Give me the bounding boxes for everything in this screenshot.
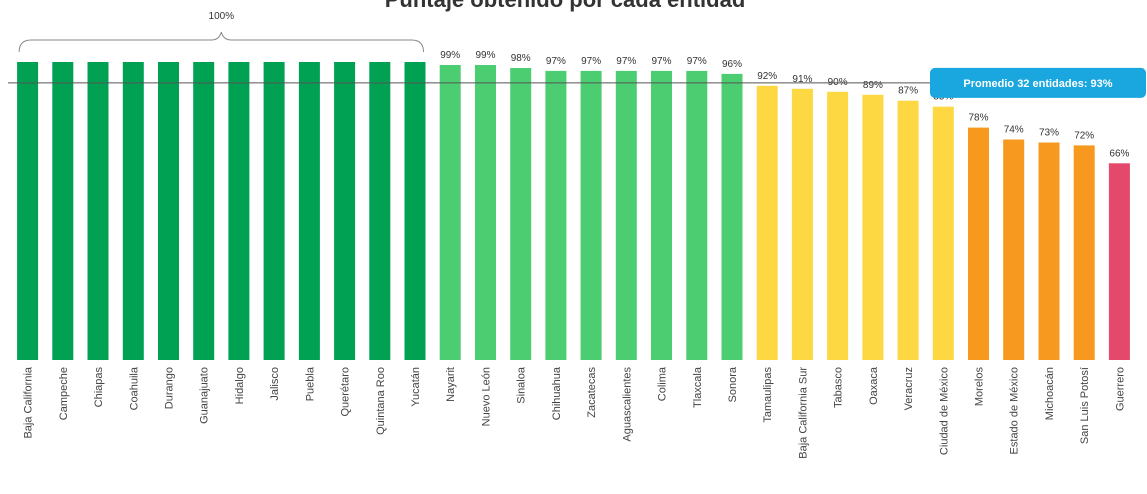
value-label: 74% bbox=[1004, 125, 1024, 136]
bar bbox=[52, 62, 74, 360]
bar bbox=[756, 85, 778, 361]
bar bbox=[298, 62, 320, 360]
category-label: Coahuila bbox=[128, 366, 140, 410]
brace-line bbox=[18, 31, 425, 53]
category-label: Jalisco bbox=[269, 367, 281, 401]
bar bbox=[475, 65, 496, 360]
bar bbox=[369, 62, 391, 360]
value-label: 97% bbox=[687, 56, 707, 67]
value-label: 92% bbox=[757, 71, 777, 82]
bar bbox=[580, 70, 602, 361]
category-label: Colima bbox=[657, 366, 669, 401]
bar bbox=[791, 88, 813, 361]
category-label: Nuevo León bbox=[481, 367, 493, 426]
bar bbox=[439, 65, 461, 360]
category-label: Guerrero bbox=[1114, 367, 1126, 411]
bar bbox=[686, 70, 708, 361]
category-label: Baja California Sur bbox=[797, 367, 809, 459]
bar bbox=[1038, 142, 1060, 360]
category-label: Tamaulipas bbox=[762, 367, 774, 423]
bar bbox=[827, 91, 849, 361]
value-label: 97% bbox=[581, 56, 601, 67]
value-label: 99% bbox=[475, 50, 495, 61]
category-label: Campeche bbox=[58, 367, 70, 420]
category-label: Guanajuato bbox=[199, 367, 211, 424]
category-labels-group: Baja California Campeche Chiapas Coahuila Du… bbox=[23, 366, 1127, 459]
category-label: Puebla bbox=[304, 366, 316, 401]
category-label: Oaxaca bbox=[868, 366, 880, 405]
category-label: Chihuahua bbox=[551, 366, 563, 420]
value-labels-group: 99% 99% 98% 97% 97% 97% 97% 97% 96% 92% 91% 90% 89% 8… bbox=[440, 50, 1129, 159]
bar bbox=[404, 62, 426, 360]
bar bbox=[158, 62, 179, 360]
bar bbox=[1108, 163, 1130, 360]
group-brace: 100% bbox=[18, 11, 425, 53]
category-label: Nayarit bbox=[445, 367, 457, 402]
category-label: Morelos bbox=[974, 367, 986, 407]
value-label: 66% bbox=[1109, 148, 1129, 159]
bar bbox=[263, 62, 285, 360]
category-label: Estado de México bbox=[1009, 367, 1021, 454]
bar bbox=[228, 62, 250, 360]
category-label: Baja California bbox=[23, 366, 35, 438]
bar bbox=[545, 70, 567, 361]
category-label: Durango bbox=[164, 367, 176, 409]
bar bbox=[862, 94, 884, 361]
chart-title: Puntaje obtenido por cada entidad bbox=[385, 0, 746, 12]
value-label: 73% bbox=[1039, 128, 1059, 139]
category-label: San Luis Potosí bbox=[1079, 367, 1091, 444]
bar bbox=[1003, 139, 1025, 360]
category-label: Sinaloa bbox=[516, 366, 528, 404]
bar bbox=[334, 62, 356, 360]
category-label: Veracruz bbox=[903, 367, 915, 410]
average-group: Promedio 32 entidades: 93% bbox=[8, 67, 1146, 98]
bar bbox=[17, 62, 39, 360]
category-label: Querétaro bbox=[340, 367, 352, 417]
bar bbox=[1073, 145, 1095, 360]
bar bbox=[897, 100, 919, 360]
value-label: 97% bbox=[546, 56, 566, 67]
category-label: Tlaxcala bbox=[692, 366, 704, 408]
bar bbox=[651, 70, 672, 361]
category-label: Quintana Roo bbox=[375, 367, 387, 435]
category-label: Sonora bbox=[727, 366, 739, 402]
value-label: 90% bbox=[828, 77, 848, 88]
category-label: Michoacán bbox=[1044, 367, 1056, 420]
value-label: 99% bbox=[440, 50, 460, 61]
value-label: 97% bbox=[651, 56, 671, 67]
bar bbox=[87, 62, 109, 360]
bar bbox=[968, 127, 989, 360]
bar bbox=[932, 106, 954, 360]
value-label: 78% bbox=[968, 113, 988, 124]
value-label: 98% bbox=[511, 53, 531, 64]
category-label: Hidalgo bbox=[234, 367, 246, 404]
value-label: 87% bbox=[898, 86, 918, 97]
category-label: Zacatecas bbox=[586, 367, 598, 418]
value-label: 97% bbox=[616, 56, 636, 67]
average-label: Promedio 32 entidades: 93% bbox=[963, 78, 1112, 90]
value-label: 91% bbox=[792, 74, 812, 85]
value-label: 72% bbox=[1074, 130, 1094, 141]
bars-group bbox=[17, 62, 1130, 361]
bar bbox=[510, 68, 532, 360]
bar bbox=[122, 62, 144, 360]
value-label: 96% bbox=[722, 59, 742, 70]
brace-label: 100% bbox=[209, 11, 235, 22]
category-label: Chiapas bbox=[93, 367, 105, 408]
bar bbox=[193, 62, 215, 360]
average-badge bbox=[930, 67, 1146, 98]
value-label: 89% bbox=[863, 80, 883, 91]
category-label: Ciudad de México bbox=[938, 367, 950, 455]
category-label: Tabasco bbox=[833, 367, 845, 408]
bar bbox=[615, 70, 637, 361]
category-label: Yucatán bbox=[410, 367, 422, 407]
category-label: Aguascalientes bbox=[621, 367, 633, 442]
bar bbox=[721, 73, 743, 361]
